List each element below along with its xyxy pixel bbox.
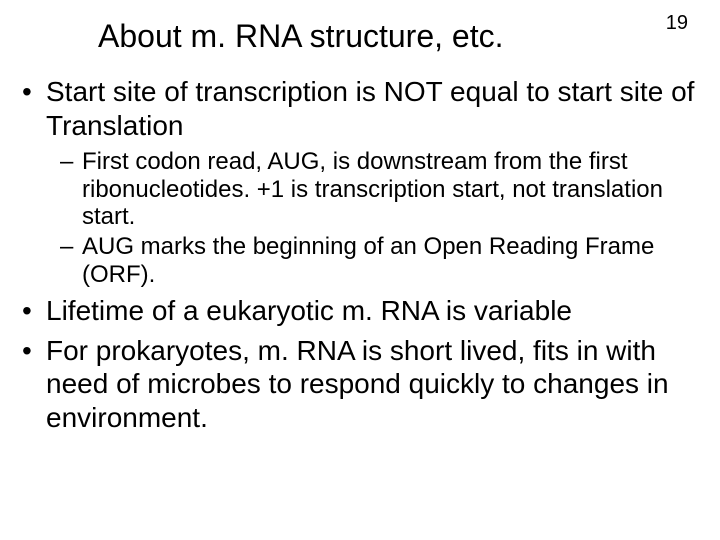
slide-title: About m. RNA structure, etc. [16,8,704,55]
sub-bullet-text: AUG marks the beginning of an Open Readi… [82,233,654,288]
bullet-text: Lifetime of a eukaryotic m. RNA is varia… [46,295,572,326]
bullet-text: Start site of transcription is NOT equal… [46,76,694,141]
bullet-item: Lifetime of a eukaryotic m. RNA is varia… [20,294,700,328]
bullet-item: For prokaryotes, m. RNA is short lived, … [20,334,700,435]
slide-content: Start site of transcription is NOT equal… [16,75,704,435]
bullet-list-level2: First codon read, AUG, is downstream fro… [46,148,700,288]
page-number: 19 [666,12,688,35]
bullet-text: For prokaryotes, m. RNA is short lived, … [46,335,669,433]
bullet-list-level1: Start site of transcription is NOT equal… [20,75,700,435]
slide-header: About m. RNA structure, etc. 19 [16,8,704,55]
sub-bullet-item: AUG marks the beginning of an Open Readi… [60,233,700,288]
bullet-item: Start site of transcription is NOT equal… [20,75,700,288]
sub-bullet-text: First codon read, AUG, is downstream fro… [82,148,663,230]
sub-bullet-item: First codon read, AUG, is downstream fro… [60,148,700,231]
